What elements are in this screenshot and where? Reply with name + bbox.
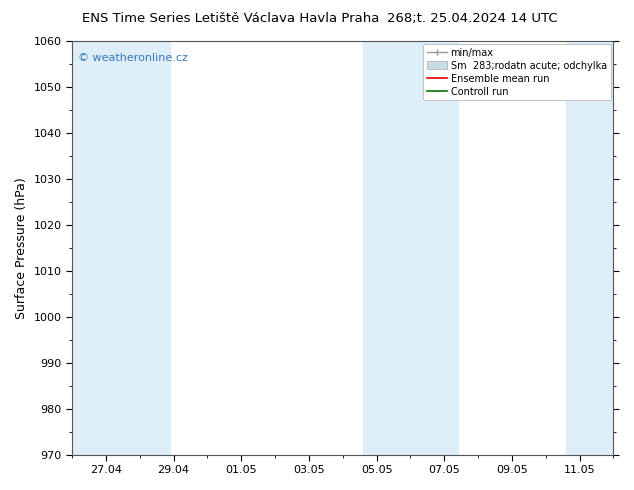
Bar: [72, 41, 170, 455]
Text: ENS Time Series Letiště Václava Havla Praha: ENS Time Series Letiště Václava Havla Pr…: [82, 12, 380, 25]
Text: 268;t. 25.04.2024 14 UTC: 268;t. 25.04.2024 14 UTC: [387, 12, 558, 25]
Bar: [566, 41, 614, 455]
Y-axis label: Surface Pressure (hPa): Surface Pressure (hPa): [15, 177, 28, 318]
Bar: [363, 41, 458, 455]
Legend: min/max, Sm  283;rodatn acute; odchylka, Ensemble mean run, Controll run: min/max, Sm 283;rodatn acute; odchylka, …: [424, 44, 611, 100]
Text: © weatheronline.cz: © weatheronline.cz: [77, 53, 188, 64]
